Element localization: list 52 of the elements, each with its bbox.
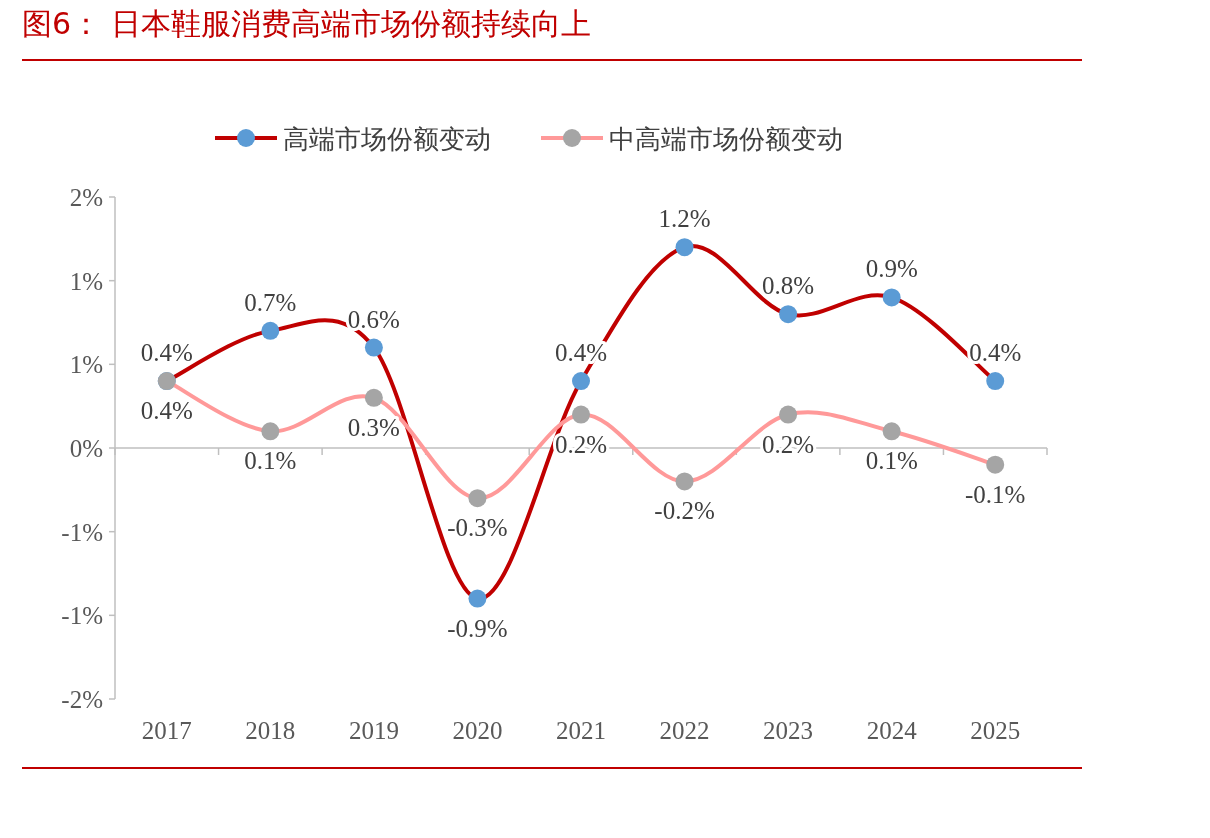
data-label: 0.3% [347,413,400,441]
data-label: 0.2% [554,430,608,458]
data-label: 0.1% [865,447,918,475]
data-label: 0.6% [347,305,400,333]
data-label: -0.2% [654,497,715,525]
y-tick-label: -1% [61,602,103,630]
point [572,405,590,424]
y-tick-label: 1% [69,351,103,379]
point [572,372,590,391]
chart-title: 图6： 日本鞋服消费高端市场份额持续向上 [22,6,591,41]
x-tick-label: 2019 [348,717,399,744]
x-tick-label: 2024 [866,717,918,744]
data-label: 0.2% [762,430,815,458]
y-tick-label: 0% [69,435,103,462]
point [364,338,383,357]
point [675,472,694,491]
y-tick-label: -2% [61,686,103,713]
x-tick-label: 2021 [556,717,606,744]
y-tick-label: 2% [69,184,103,211]
point [468,589,487,608]
point [261,422,280,441]
y-tick-label: 1% [69,267,103,295]
y-tick-label: -1% [61,518,103,546]
data-label: 0.4% [140,397,193,425]
point [261,321,280,340]
legend-label: 中高端市场份额变动 [609,124,843,154]
data-label: 0.4% [969,339,1022,367]
data-label: 0.7% [244,288,297,316]
data-label: 1.2% [658,205,711,233]
point [675,238,694,257]
data-label: 0.1% [244,447,297,475]
point [882,288,901,307]
x-tick-label: 2023 [763,717,814,744]
point [468,489,487,508]
data-label: -0.9% [447,614,508,642]
x-tick-label: 2020 [452,717,503,744]
point [882,422,901,441]
point [779,405,798,424]
point [986,372,1005,391]
x-tick-label: 2022 [659,717,710,744]
data-label: -0.3% [447,514,508,542]
data-label: 0.9% [865,255,918,283]
point [986,455,1005,474]
data-label: 0.8% [762,272,815,300]
point [364,388,383,407]
x-tick-label: 2018 [245,717,296,744]
point [779,305,798,324]
data-label: 0.4% [140,339,193,367]
legend-label: 高端市场份额变动 [283,124,491,154]
x-tick-label: 2025 [970,717,1021,744]
x-tick-label: 2017 [141,717,192,744]
data-label: -0.1% [965,480,1026,508]
